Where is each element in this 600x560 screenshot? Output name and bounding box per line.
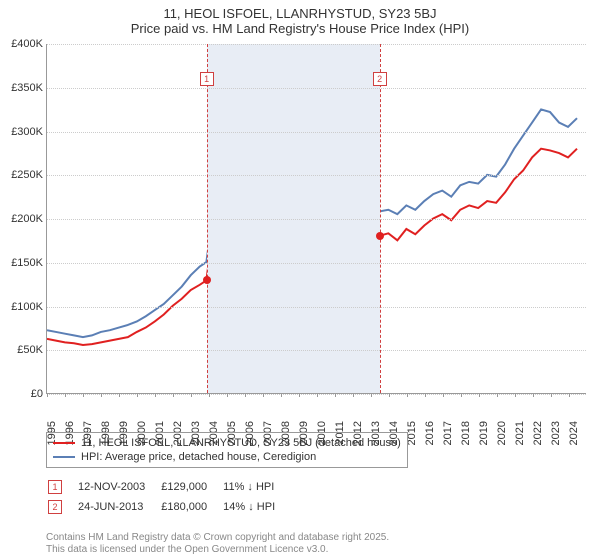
- y-axis-label: £250K: [11, 169, 47, 181]
- y-axis-label: £0: [31, 388, 47, 400]
- legend-row: 11, HEOL ISFOEL, LLANRHYSTUD, SY23 5BJ (…: [53, 436, 401, 450]
- sale-price: £129,000: [161, 478, 221, 496]
- sale-point-dot: [203, 276, 211, 284]
- legend-area: 11, HEOL ISFOEL, LLANRHYSTUD, SY23 5BJ (…: [46, 432, 586, 518]
- x-tick: [191, 393, 192, 397]
- y-gridline: [47, 219, 586, 220]
- x-tick: [407, 393, 408, 397]
- x-tick: [443, 393, 444, 397]
- y-gridline: [47, 88, 586, 89]
- title-subtitle: Price paid vs. HM Land Registry's House …: [0, 21, 600, 36]
- legend-label: HPI: Average price, detached house, Cere…: [81, 450, 316, 464]
- sale-delta: 11% ↓ HPI: [223, 478, 289, 496]
- y-gridline: [47, 44, 586, 45]
- y-axis-label: £300K: [11, 126, 47, 138]
- x-tick: [155, 393, 156, 397]
- x-tick: [497, 393, 498, 397]
- x-tick: [551, 393, 552, 397]
- legend-label: 11, HEOL ISFOEL, LLANRHYSTUD, SY23 5BJ (…: [81, 436, 401, 450]
- x-tick: [209, 393, 210, 397]
- sale-marker-line: [207, 44, 208, 393]
- x-tick: [83, 393, 84, 397]
- sale-row: 2 24-JUN-2013£180,00014% ↓ HPI: [48, 498, 289, 516]
- x-tick: [425, 393, 426, 397]
- y-gridline: [47, 307, 586, 308]
- x-tick: [461, 393, 462, 397]
- sale-marker-box: 2: [373, 72, 387, 86]
- attribution-line1: Contains HM Land Registry data © Crown c…: [46, 532, 389, 544]
- x-tick: [479, 393, 480, 397]
- legend-swatch: [53, 442, 75, 444]
- x-tick: [173, 393, 174, 397]
- y-gridline: [47, 132, 586, 133]
- x-tick: [353, 393, 354, 397]
- x-tick: [569, 393, 570, 397]
- x-tick: [389, 393, 390, 397]
- sale-delta: 14% ↓ HPI: [223, 498, 289, 516]
- y-axis-label: £350K: [11, 82, 47, 94]
- y-gridline: [47, 263, 586, 264]
- plot-region: £0£50K£100K£150K£200K£250K£300K£350K£400…: [46, 44, 586, 394]
- x-tick: [245, 393, 246, 397]
- legend-row: HPI: Average price, detached house, Cere…: [53, 450, 401, 464]
- sale-marker-line: [380, 44, 381, 393]
- legend-swatch: [53, 456, 75, 458]
- legend-box: 11, HEOL ISFOEL, LLANRHYSTUD, SY23 5BJ (…: [46, 432, 408, 468]
- sale-price: £180,000: [161, 498, 221, 516]
- sale-marker-icon: 1: [48, 480, 62, 494]
- x-tick: [101, 393, 102, 397]
- title-address: 11, HEOL ISFOEL, LLANRHYSTUD, SY23 5BJ: [0, 6, 600, 21]
- attribution: Contains HM Land Registry data © Crown c…: [46, 532, 389, 556]
- x-tick: [533, 393, 534, 397]
- y-axis-label: £400K: [11, 38, 47, 50]
- chart-container: 11, HEOL ISFOEL, LLANRHYSTUD, SY23 5BJ P…: [0, 0, 600, 560]
- sale-marker-box: 1: [200, 72, 214, 86]
- x-tick: [281, 393, 282, 397]
- y-gridline: [47, 350, 586, 351]
- x-tick: [515, 393, 516, 397]
- sale-date: 24-JUN-2013: [78, 498, 159, 516]
- y-gridline: [47, 175, 586, 176]
- x-tick: [227, 393, 228, 397]
- x-tick: [47, 393, 48, 397]
- x-tick: [371, 393, 372, 397]
- x-tick: [119, 393, 120, 397]
- y-axis-label: £200K: [11, 213, 47, 225]
- attribution-line2: This data is licensed under the Open Gov…: [46, 544, 389, 556]
- y-axis-label: £150K: [11, 257, 47, 269]
- sale-date: 12-NOV-2003: [78, 478, 159, 496]
- x-tick: [65, 393, 66, 397]
- sale-row: 1 12-NOV-2003£129,00011% ↓ HPI: [48, 478, 289, 496]
- chart-area: £0£50K£100K£150K£200K£250K£300K£350K£400…: [46, 44, 586, 424]
- sale-marker-icon: 2: [48, 500, 62, 514]
- x-tick: [335, 393, 336, 397]
- y-axis-label: £100K: [11, 301, 47, 313]
- sale-point-dot: [376, 232, 384, 240]
- x-tick: [299, 393, 300, 397]
- x-tick: [263, 393, 264, 397]
- sales-table: 1 12-NOV-2003£129,00011% ↓ HPI 2 24-JUN-201…: [46, 476, 291, 518]
- y-axis-label: £50K: [17, 344, 47, 356]
- title-block: 11, HEOL ISFOEL, LLANRHYSTUD, SY23 5BJ P…: [0, 0, 600, 38]
- x-tick: [137, 393, 138, 397]
- x-tick: [317, 393, 318, 397]
